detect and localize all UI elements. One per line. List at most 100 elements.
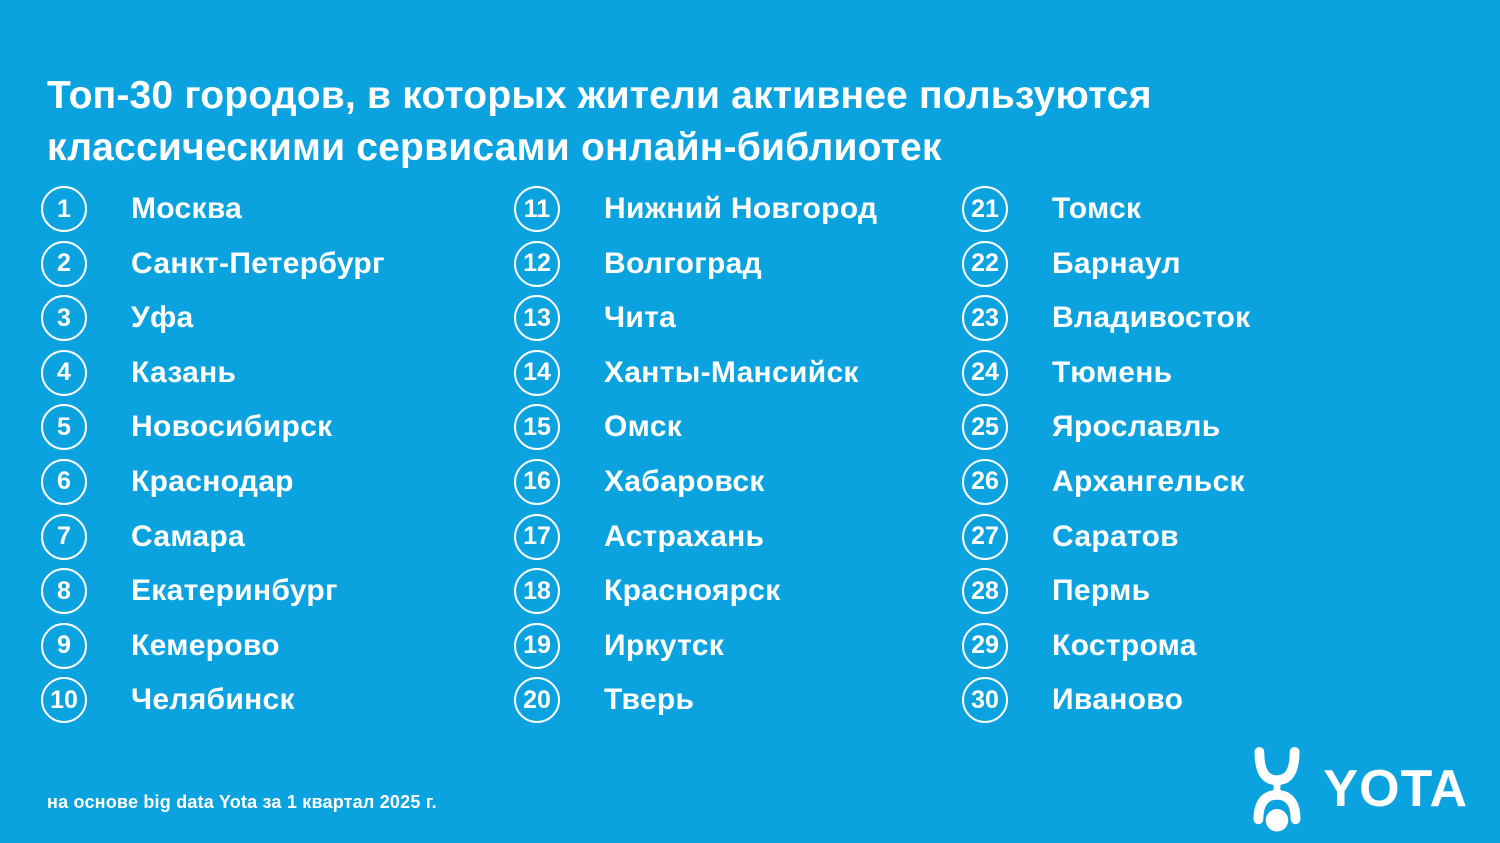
city-name: Волгоград	[604, 246, 762, 280]
rank-badge: 25	[962, 404, 1008, 451]
rank-badge: 16	[514, 458, 560, 505]
rank-badge: 10	[41, 677, 87, 724]
city-name: Нижний Новгород	[604, 192, 878, 225]
list-item: 11 Нижний Новгород	[514, 186, 962, 232]
list-item: 9 Кемерово	[41, 622, 514, 669]
list-item: 10 Челябинск	[41, 677, 514, 724]
list-item: 30 Иваново	[962, 677, 1470, 724]
city-name: Архангельск	[1052, 464, 1245, 498]
list-item: 8 Екатеринбург	[41, 568, 514, 615]
list-item: 26 Архангельск	[962, 458, 1470, 505]
list-item: 24 Тюмень	[962, 349, 1470, 396]
city-name: Барнаул	[1052, 246, 1181, 280]
rank-badge: 22	[962, 240, 1008, 287]
rank-badge: 7	[41, 513, 87, 560]
rank-badge: 27	[962, 513, 1008, 560]
city-ranking-list: 1 Москва 2 Санкт-Петербург 3 Уфа 4 Казань 5 Новос…	[41, 186, 1470, 732]
city-name: Пермь	[1052, 574, 1151, 608]
city-name: Тюмень	[1052, 355, 1173, 389]
city-name: Красноярск	[604, 574, 781, 608]
rank-badge: 28	[962, 568, 1008, 615]
list-item: 3 Уфа	[41, 295, 514, 342]
list-item: 14 Ханты-Мансийск	[514, 349, 962, 396]
page-title-line-2: классическими сервисами онлайн-библиотек	[47, 125, 942, 169]
city-name: Уфа	[131, 301, 194, 335]
list-item: 12 Волгоград	[514, 240, 962, 287]
list-item: 17 Астрахань	[514, 513, 962, 560]
city-name: Тверь	[604, 683, 695, 717]
list-item: 4 Казань	[41, 349, 514, 396]
list-item: 6 Краснодар	[41, 458, 514, 505]
city-name: Краснодар	[131, 464, 294, 498]
city-name: Омск	[604, 410, 683, 444]
rank-badge: 3	[41, 295, 87, 342]
rank-badge: 19	[514, 622, 560, 669]
rank-badge: 14	[514, 349, 560, 396]
rank-badge: 23	[962, 295, 1008, 342]
rank-badge: 21	[962, 186, 1008, 232]
city-name: Казань	[131, 355, 237, 389]
ranking-column-1: 1 Москва 2 Санкт-Петербург 3 Уфа 4 Казань 5 Новос…	[41, 186, 514, 732]
ranking-column-3: 21 Томск 22 Барнаул 23 Владивосток 24 Тюмень 25 Я…	[962, 186, 1470, 732]
city-name: Санкт-Петербург	[131, 246, 385, 280]
list-item: 25 Ярославль	[962, 404, 1470, 451]
list-item: 1 Москва	[41, 186, 514, 232]
city-name: Челябинск	[131, 683, 295, 717]
rank-badge: 9	[41, 622, 87, 669]
rank-badge: 24	[962, 349, 1008, 396]
city-name: Владивосток	[1052, 301, 1251, 335]
list-item: 18 Красноярск	[514, 568, 962, 615]
rank-badge: 2	[41, 240, 87, 287]
rank-badge: 26	[962, 458, 1008, 505]
city-name: Иваново	[1052, 683, 1184, 717]
city-name: Самара	[131, 519, 246, 553]
city-name: Москва	[131, 192, 243, 225]
rank-badge: 8	[41, 568, 87, 615]
rank-badge: 6	[41, 458, 87, 505]
list-item: 15 Омск	[514, 404, 962, 451]
list-item: 27 Саратов	[962, 513, 1470, 560]
list-item: 20 Тверь	[514, 677, 962, 724]
list-item: 29 Кострома	[962, 622, 1470, 669]
rank-badge: 11	[514, 186, 560, 232]
city-name: Томск	[1052, 192, 1142, 225]
list-item: 5 Новосибирск	[41, 404, 514, 451]
page-title-line-1: Топ-30 городов, в которых жители активне…	[47, 74, 1152, 118]
source-note: на основе big data Yota за 1 квартал 202…	[47, 792, 437, 812]
list-item: 2 Санкт-Петербург	[41, 240, 514, 287]
city-name: Новосибирск	[131, 410, 333, 444]
list-item: 28 Пермь	[962, 568, 1470, 615]
city-name: Кострома	[1052, 628, 1197, 662]
list-item: 13 Чита	[514, 295, 962, 342]
rank-badge: 12	[514, 240, 560, 287]
rank-badge: 15	[514, 404, 560, 451]
city-name: Ханты-Мансийск	[604, 355, 859, 389]
rank-badge: 13	[514, 295, 560, 342]
rank-badge: 20	[514, 677, 560, 724]
city-name: Екатеринбург	[131, 574, 338, 608]
yota-logo: YOTA	[1245, 745, 1468, 833]
rank-badge: 4	[41, 349, 87, 396]
city-name: Ярославль	[1052, 410, 1221, 444]
city-name: Астрахань	[604, 519, 765, 553]
rank-badge: 29	[962, 622, 1008, 669]
list-item: 21 Томск	[962, 186, 1470, 232]
list-item: 16 Хабаровск	[514, 458, 962, 505]
rank-badge: 18	[514, 568, 560, 615]
city-name: Кемерово	[131, 628, 280, 662]
rank-badge: 5	[41, 404, 87, 451]
rank-badge: 1	[41, 186, 87, 232]
city-name: Чита	[604, 301, 677, 335]
page-title: Топ-30 городов, в которых жители активне…	[47, 70, 1152, 174]
city-name: Иркутск	[604, 628, 725, 662]
list-item: 22 Барнаул	[962, 240, 1470, 287]
list-item: 19 Иркутск	[514, 622, 962, 669]
rank-badge: 17	[514, 513, 560, 560]
yota-figure-icon	[1253, 746, 1301, 832]
list-item: 7 Самара	[41, 513, 514, 560]
city-name: Саратов	[1052, 519, 1179, 553]
city-name: Хабаровск	[604, 464, 765, 498]
yota-wordmark: YOTA	[1323, 760, 1468, 818]
rank-badge: 30	[962, 677, 1008, 724]
